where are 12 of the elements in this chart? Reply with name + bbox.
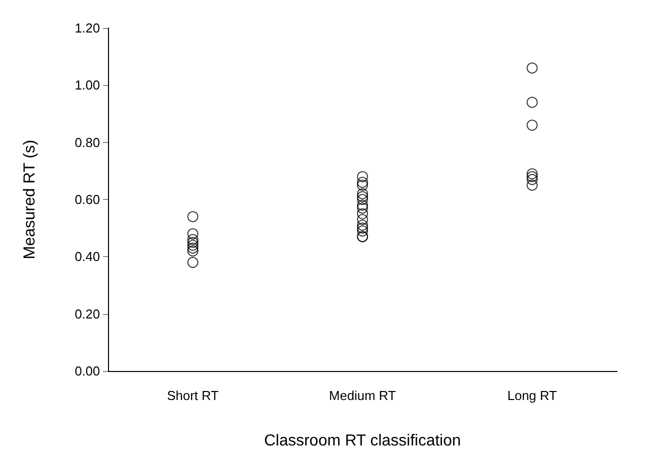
x-tick-label: Long RT xyxy=(507,388,558,403)
x-axis-title: Classroom RT classification xyxy=(264,432,461,450)
y-tick-label: 1.00 xyxy=(74,78,100,93)
x-tick-label: Short RT xyxy=(166,388,219,403)
y-tick-label: 0.80 xyxy=(74,134,100,150)
y-axis-title: Measured RT (s) xyxy=(22,140,38,260)
x-tick-label: Medium RT xyxy=(329,388,396,403)
y-tick-label: 0.20 xyxy=(74,306,100,322)
y-tick-label: 1.20 xyxy=(74,20,100,36)
y-tick-label: 0.40 xyxy=(74,249,100,264)
y-tick-label: 0.60 xyxy=(74,192,100,207)
y-tick-label: 0.00 xyxy=(74,364,100,378)
